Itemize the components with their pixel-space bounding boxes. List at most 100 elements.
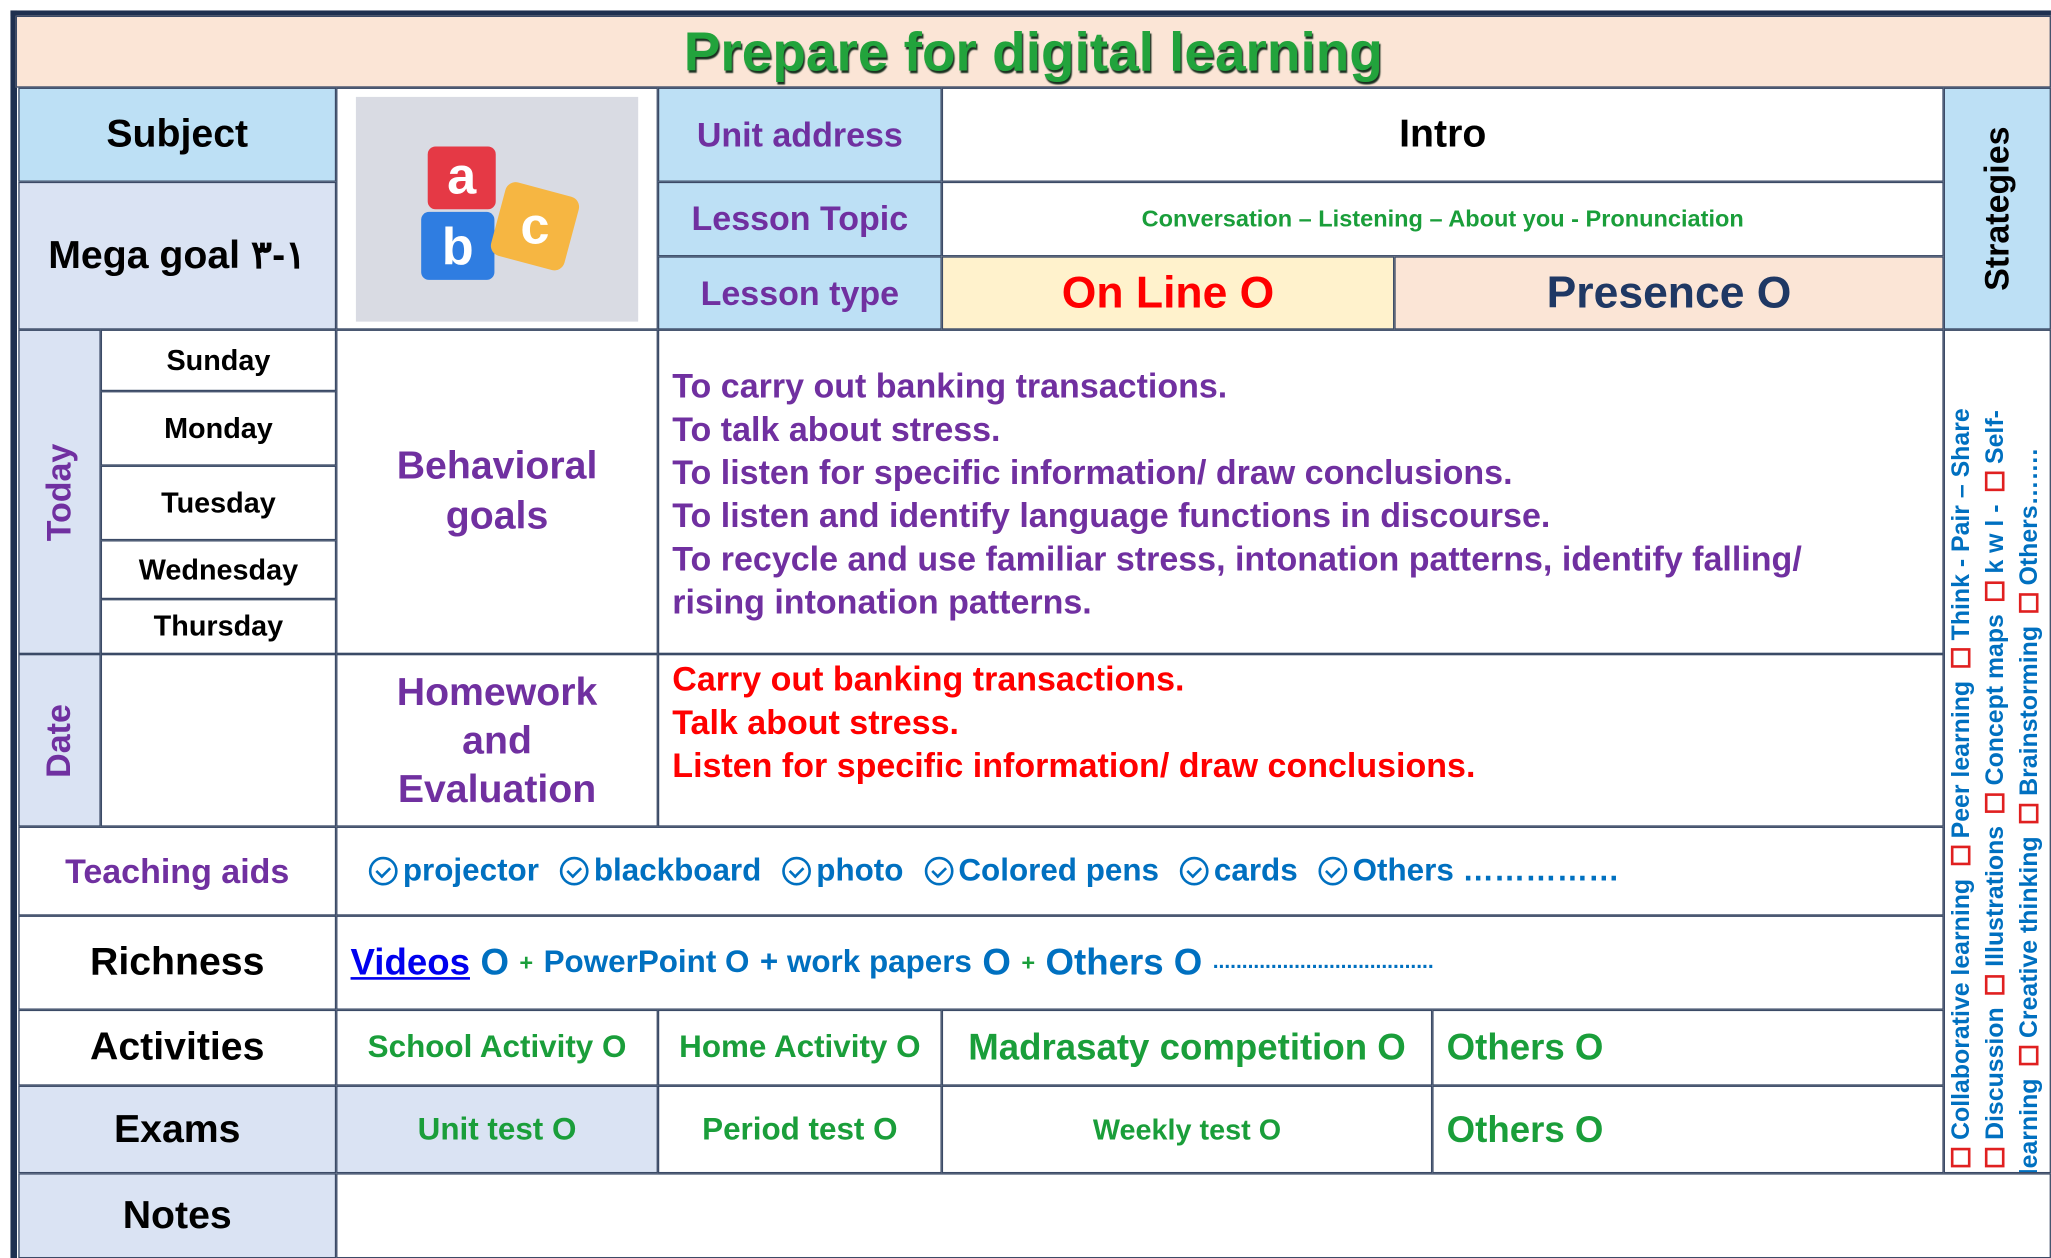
check-icon [1179,856,1209,886]
checkbox-icon [1984,1147,2004,1167]
strategy: Creative thinking [2015,835,2044,1038]
homework-item: Talk about stress. [672,702,959,742]
aid: Colored pens [958,852,1159,889]
strategy: Illustrations [1981,825,2010,967]
checkbox-icon [1950,845,1970,866]
activity: Madrasaty competition O [941,1009,1433,1086]
mega-goal: Mega goal ١-٣ [18,181,337,330]
piece-a [427,145,496,209]
lesson-topic-label: Lesson Topic [657,181,942,257]
homework-item: Listen for specific information/ draw co… [672,745,1476,785]
checkbox-icon [1984,792,2004,813]
exam: Period test O [657,1085,942,1174]
richness-item: PowerPoint O [543,944,750,980]
checkbox-icon [1984,471,2004,491]
day: Thursday [100,599,337,654]
richness-item: ...................................... [1212,950,1434,974]
notes [336,1173,2051,1258]
aid: Others …………… [1352,852,1620,889]
goal: To listen for specific information/ draw… [672,452,1513,492]
richness-item: Others O [1045,941,1203,983]
unit: Intro [941,87,1944,182]
strategy: Others……. [2015,448,2044,585]
piece-b [421,211,495,280]
strategy: Brainstorming [2015,625,2044,796]
homework: Carry out banking transactions. Talk abou… [657,654,1944,827]
online: On Line O [941,256,1395,330]
day: Tuesday [100,465,337,541]
strategy: learning [2015,1077,2044,1174]
day: Sunday [100,329,337,392]
aid: cards [1213,852,1298,889]
richness-item: O [982,941,1011,983]
goal: To carry out banking transactions. [672,366,1228,406]
topic: Conversation – Listening – About you - P… [941,181,1944,257]
activity: Others O [1432,1009,1944,1086]
check-icon [368,856,398,886]
richness-item: + [519,948,534,976]
activities-label: Activities [18,1009,337,1086]
aid: blackboard [593,852,762,889]
goals: To carry out banking transactions. To tal… [657,329,1944,654]
today-cell: Today [18,329,101,654]
strategy: Concept maps [1981,613,2010,785]
homework-item: Carry out banking transactions. [672,659,1185,699]
activity: Home Activity O [657,1009,942,1086]
goal: To recycle and use familiar stress, into… [672,538,1802,579]
strategies-cell: Strategies [1943,87,2051,330]
strategies-list-cell: Collaborative learning Peer learning Think… [1943,329,2051,1174]
teaching-aids: projector blackboard photo Colored pens card… [336,826,1944,916]
logo-letter: c [520,197,549,255]
richness-label: Richness [18,915,337,1010]
checkbox-icon [2018,592,2038,613]
strategies-label: Strategies [1977,126,2017,291]
date-label: Date [39,703,79,778]
strategy-line: Discussion Illustrations Concept maps k w l… [1979,331,2013,1172]
presence: Presence O [1394,256,1944,330]
logo-letter: b [442,218,474,276]
title: Prepare for digital learning [15,15,2051,88]
today-label: Today [39,442,79,541]
checkbox-icon [1984,580,2004,601]
richness-item: + work papers [759,944,972,980]
check-icon [559,856,589,886]
date-blank [100,654,337,827]
checkbox-icon [2018,803,2038,823]
aid: projector [402,852,539,889]
strategy-line: Collaborative learning Peer learning Think… [1945,331,1979,1172]
checkbox-icon [2018,1045,2038,1065]
logo-bg [355,96,639,322]
checkbox-icon [1950,647,1970,668]
strategy: Peer learning [1947,680,1976,838]
logo: a b c [355,96,639,322]
checkbox-icon [1984,973,2004,994]
strategy: Collaborative learning [1947,878,1976,1140]
strategy: Self- [1981,409,2010,464]
exam: Unit test O [336,1085,658,1174]
goal: rising intonation patterns. [672,582,1092,622]
date-cell: Date [18,654,101,827]
check-icon [1318,856,1348,886]
unit-address-label: Unit address [657,87,942,182]
goal: To listen and identify language function… [672,495,1551,535]
richness: Videos O + PowerPoint O + work papers O + Other… [336,915,1944,1010]
piece-c [490,181,580,270]
check-icon [924,856,954,886]
exam: Weekly test O [941,1085,1433,1174]
check-icon [782,856,812,886]
homework-label: Homework and Evaluation [336,654,658,827]
strategy: Think - Pair – Share [1947,407,1976,640]
day: Wednesday [100,540,337,600]
richness-item: O [480,941,509,983]
outer-border [10,10,2051,1258]
aid: photo [816,852,904,889]
subject-label: Subject [18,87,337,182]
teaching-aids-label: Teaching aids [18,826,337,916]
goal: To talk about stress. [672,409,1001,449]
strategy: Discussion [1981,1006,2010,1140]
checkbox-icon [1950,1147,1970,1167]
lesson-type-label: Lesson type [657,256,942,330]
activity: School Activity O [336,1009,658,1086]
